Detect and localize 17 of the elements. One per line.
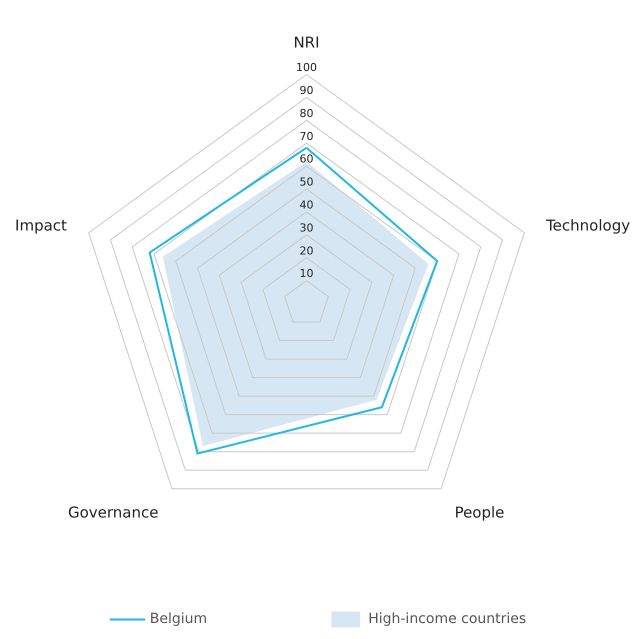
legend-label: High-income countries bbox=[368, 611, 526, 627]
y-tick-label: 50 bbox=[300, 176, 314, 189]
y-tick-label: 20 bbox=[300, 244, 314, 258]
y-tick-label: 90 bbox=[300, 84, 314, 97]
y-tick-label: 10 bbox=[300, 267, 314, 280]
spoke-label: Governance bbox=[68, 504, 158, 522]
y-tick-label: 70 bbox=[300, 130, 314, 143]
y-tick-label: 40 bbox=[300, 198, 314, 212]
y-tick-label: 30 bbox=[300, 221, 314, 234]
y-tick-label: 100 bbox=[296, 61, 317, 74]
spoke-label: Technology bbox=[545, 216, 630, 235]
y-tick-label: 80 bbox=[300, 106, 314, 120]
legend-label: Belgium bbox=[150, 611, 208, 627]
y-tick-label: 60 bbox=[300, 152, 314, 166]
spoke-label: People bbox=[454, 504, 504, 522]
spoke-label: NRI bbox=[293, 34, 320, 52]
spoke-label: Impact bbox=[15, 216, 68, 235]
